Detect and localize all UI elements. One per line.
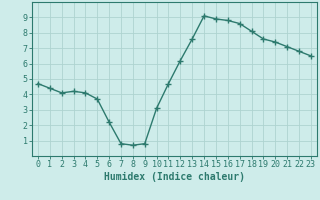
X-axis label: Humidex (Indice chaleur): Humidex (Indice chaleur): [104, 172, 245, 182]
